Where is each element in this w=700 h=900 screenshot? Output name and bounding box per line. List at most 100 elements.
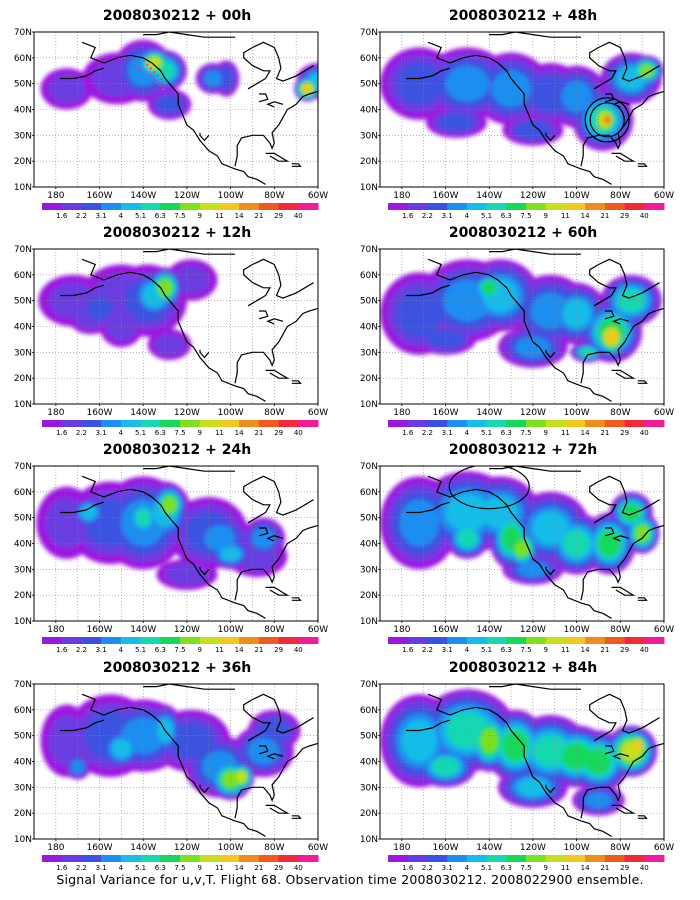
colorbar-swatch [42, 855, 63, 862]
variance-map: 10N 20N 30N 40N 50N 60N 70N 180 160W 140W 120W 100W… [14, 245, 328, 437]
variance-contour [259, 718, 290, 743]
colorbar-swatch [278, 203, 299, 210]
coastline [427, 41, 612, 185]
colorbar-label: 5.1 [481, 212, 492, 220]
colorbar-swatch [239, 855, 260, 862]
coastline [199, 566, 210, 576]
lat-tick-label: 30N [14, 131, 32, 141]
colorbar-swatch [526, 637, 547, 644]
coastline [604, 310, 615, 320]
colorbar-swatch [101, 203, 122, 210]
lon-tick-label: 60W [654, 408, 674, 418]
lat-tick-label: 40N [360, 323, 378, 333]
lat-tick-label: 50N [14, 297, 32, 307]
lon-tick-label: 180 [47, 408, 64, 418]
colorbar-label: 14 [235, 212, 244, 220]
colorbar-label: 4 [119, 429, 124, 437]
coastline [143, 684, 235, 690]
coastline [266, 535, 284, 542]
colorbar-swatch [466, 420, 488, 427]
coastline [291, 380, 302, 384]
colorbar-swatch [199, 203, 220, 210]
colorbar-swatch [120, 203, 142, 210]
lat-tick-label: 40N [360, 758, 378, 768]
colorbar-swatch [644, 637, 665, 644]
lon-tick-label: 80W [264, 191, 284, 201]
colorbar-swatch [258, 420, 280, 427]
variance-contour [585, 792, 612, 808]
lon-tick-label: 160W [432, 843, 458, 853]
variance-contour [158, 279, 172, 296]
variance-map: 10N 20N 30N 40N 50N 60N 70N 180 160W 140W 120W 100W… [360, 28, 674, 220]
colorbar-swatch [526, 420, 547, 427]
colorbar-label: 2.2 [76, 212, 87, 220]
colorbar-swatch [526, 855, 547, 862]
colorbar-swatch [101, 420, 122, 427]
coastline [427, 258, 612, 402]
variance-map: 10N 20N 30N 40N 50N 60N 70N 180 160W 140W 120W 100W… [360, 680, 674, 872]
lat-tick-label: 20N [360, 591, 378, 601]
coastline [611, 586, 636, 596]
colorbar-swatch [239, 203, 260, 210]
colorbar-swatch [140, 855, 161, 862]
colorbar-swatch [61, 420, 82, 427]
coastline [580, 742, 664, 819]
coastline [580, 524, 664, 601]
colorbar-swatch [199, 420, 220, 427]
coastline [258, 310, 269, 320]
colorbar-label: 2.2 [76, 646, 87, 654]
variance-contour [633, 740, 643, 752]
coastline [489, 32, 581, 38]
coastline [427, 693, 612, 837]
lat-tick-label: 30N [14, 348, 32, 358]
lon-tick-label: 120W [174, 625, 200, 635]
colorbar-label: 40 [640, 864, 649, 872]
panel-title: 2008030212 + 24h [102, 442, 252, 458]
lat-tick-label: 30N [360, 348, 378, 358]
colorbar-label: 40 [640, 429, 649, 437]
lat-tick-label: 60N [360, 706, 378, 716]
colorbar-swatch [427, 203, 448, 210]
lat-tick-label: 40N [360, 106, 378, 116]
coastline [243, 475, 314, 524]
lat-tick-label: 10N [14, 617, 32, 627]
colorbar-label: 2.2 [76, 864, 87, 872]
coastline [545, 349, 556, 359]
colorbar-swatch [61, 855, 82, 862]
coastline [406, 284, 451, 297]
colorbar-label: 21 [254, 429, 263, 437]
variance-contour [162, 496, 177, 513]
variance-contour [639, 64, 654, 77]
panel-title: 2008030212 + 48h [448, 8, 598, 24]
lat-tick-label: 20N [14, 591, 32, 601]
coastline [612, 753, 630, 760]
colorbar-label: 3.1 [442, 646, 453, 654]
colorbar-swatch [585, 637, 606, 644]
colorbar-swatch [447, 855, 468, 862]
colorbar-label: 29 [620, 646, 629, 654]
lon-tick-label: 120W [520, 625, 546, 635]
colorbar-label: 1.6 [56, 646, 68, 654]
colorbar-label: 4 [465, 429, 470, 437]
lat-tick-label: 30N [360, 783, 378, 793]
variance-contour [87, 296, 113, 321]
colorbar-swatch [644, 855, 665, 862]
coastline [266, 101, 284, 108]
lat-tick-label: 50N [360, 514, 378, 524]
colorbar-label: 29 [620, 212, 629, 220]
lat-tick-label: 50N [14, 514, 32, 524]
map-panel: 2008030212 + 12h 10N 20N 30N 40N 50N 60N 70N 180… [12, 225, 342, 440]
lon-tick-label: 180 [393, 843, 410, 853]
variance-contour [503, 731, 528, 761]
colorbar-swatch [42, 637, 63, 644]
colorbar-swatch [219, 855, 240, 862]
coastline [637, 815, 648, 819]
lat-tick-label: 10N [360, 835, 378, 845]
colorbar-swatch [604, 855, 626, 862]
colorbar-swatch [388, 420, 409, 427]
variance-contour [302, 84, 312, 94]
lon-tick-label: 180 [47, 625, 64, 635]
lon-tick-label: 100W [564, 191, 590, 201]
colorbar-label: 6.3 [501, 429, 512, 437]
colorbar-swatch [278, 637, 299, 644]
